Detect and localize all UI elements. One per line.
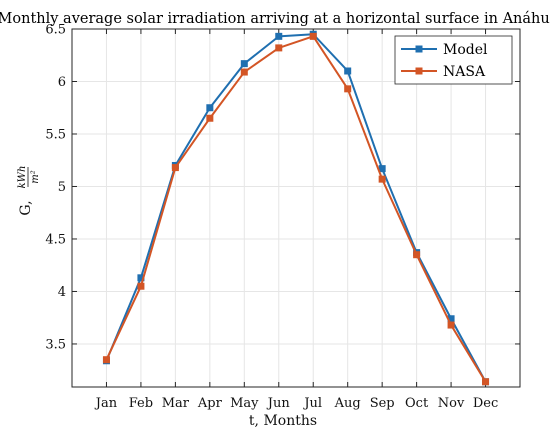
x-tick-label: Oct xyxy=(405,396,429,411)
data-point xyxy=(240,68,248,76)
y-tick-label: 4 xyxy=(58,285,66,300)
legend-marker xyxy=(415,67,423,75)
x-tick-label: Nov xyxy=(438,396,465,411)
series-nasa xyxy=(102,32,490,386)
data-point xyxy=(378,165,386,173)
y-tick-label: 5.5 xyxy=(45,127,66,142)
legend-marker xyxy=(415,45,423,53)
y-tick-label: 4.5 xyxy=(45,232,66,247)
x-axis-label: t, Months xyxy=(249,413,317,429)
x-tick-label: Dec xyxy=(473,396,498,411)
data-point xyxy=(137,274,145,282)
x-tick-label: Jan xyxy=(94,396,118,411)
legend-label: NASA xyxy=(443,64,486,80)
y-axis-unit-denominator: m² xyxy=(30,170,41,184)
x-tick-label: Apr xyxy=(197,396,223,411)
y-axis-label: G, kWh m² xyxy=(17,166,41,216)
data-point xyxy=(240,60,248,68)
data-point xyxy=(137,282,145,290)
data-point xyxy=(206,114,214,122)
data-point xyxy=(309,32,317,40)
chart-title: Monthly average solar irradiation arrivi… xyxy=(0,11,550,27)
series-line xyxy=(105,35,487,383)
x-tick-label: Feb xyxy=(129,396,153,411)
x-tick-label: Jul xyxy=(302,396,322,411)
x-tick-label: May xyxy=(230,396,259,411)
data-point xyxy=(102,356,110,364)
y-ticks: 3.5 4 4.5 5 5.5 6 6.5 xyxy=(45,23,520,352)
y-tick-label: 6 xyxy=(58,75,66,90)
legend: Model NASA xyxy=(394,35,513,85)
x-tick-label: Sep xyxy=(370,396,395,411)
data-point xyxy=(344,85,352,93)
data-point xyxy=(413,251,421,259)
data-point xyxy=(275,32,283,40)
plot-area xyxy=(71,28,521,388)
y-axis-label-text: G, xyxy=(18,200,34,215)
y-tick-label: 5 xyxy=(58,180,66,195)
legend-label: Model xyxy=(443,42,488,58)
y-tick-label: 6.5 xyxy=(45,23,66,38)
x-tick-label: Mar xyxy=(162,396,190,411)
data-point xyxy=(344,67,352,75)
data-point xyxy=(447,321,455,329)
y-tick-label: 3.5 xyxy=(45,337,66,352)
data-point xyxy=(206,104,214,112)
data-point xyxy=(275,44,283,52)
legend-box xyxy=(394,35,513,85)
series-group xyxy=(102,30,490,386)
x-ticks: Jan Feb Mar Apr May Jun Jul Aug Sep Oct Nov Dec xyxy=(94,29,498,411)
grid xyxy=(72,28,520,387)
x-tick-label: Jun xyxy=(266,396,291,411)
data-point xyxy=(482,378,490,386)
data-point xyxy=(378,175,386,183)
data-point xyxy=(171,164,179,172)
y-axis-unit-numerator: kWh xyxy=(17,166,28,189)
x-tick-label: Aug xyxy=(334,396,361,411)
data-point xyxy=(447,315,455,323)
